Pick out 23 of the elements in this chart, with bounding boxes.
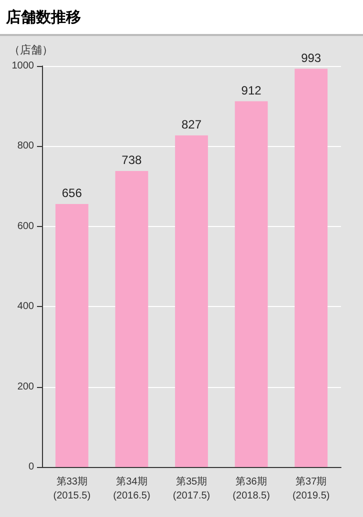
x-tick-label: 第35期 (2017.5) (172, 476, 210, 502)
data-label: 993 (301, 50, 322, 65)
data-label: 912 (241, 83, 262, 98)
y-axis-title: （店舗） (9, 44, 53, 56)
x-tick-label: 第37期 (2019.5) (292, 476, 330, 502)
bar (55, 204, 88, 467)
y-tick-label: 800 (17, 140, 34, 152)
y-tick-label: 200 (17, 381, 34, 392)
x-tick-label: 第36期 (2018.5) (232, 476, 270, 502)
y-tick-label: 0 (28, 462, 34, 472)
y-tick-label: 400 (17, 301, 34, 312)
y-tick-label: 1000 (12, 60, 34, 72)
x-tick-label: 第33期 (2015.5) (53, 476, 91, 502)
bar (294, 68, 328, 467)
data-label: 738 (122, 153, 142, 168)
data-label: 827 (181, 117, 202, 132)
bar (175, 135, 208, 467)
x-tick-label: 第34期 (2016.5) (113, 476, 150, 502)
bar (115, 171, 148, 467)
chart-title: 店舗数推移 (0, 0, 363, 36)
bar (234, 101, 268, 467)
y-tick-label: 600 (17, 220, 34, 232)
data-label: 656 (62, 186, 82, 200)
